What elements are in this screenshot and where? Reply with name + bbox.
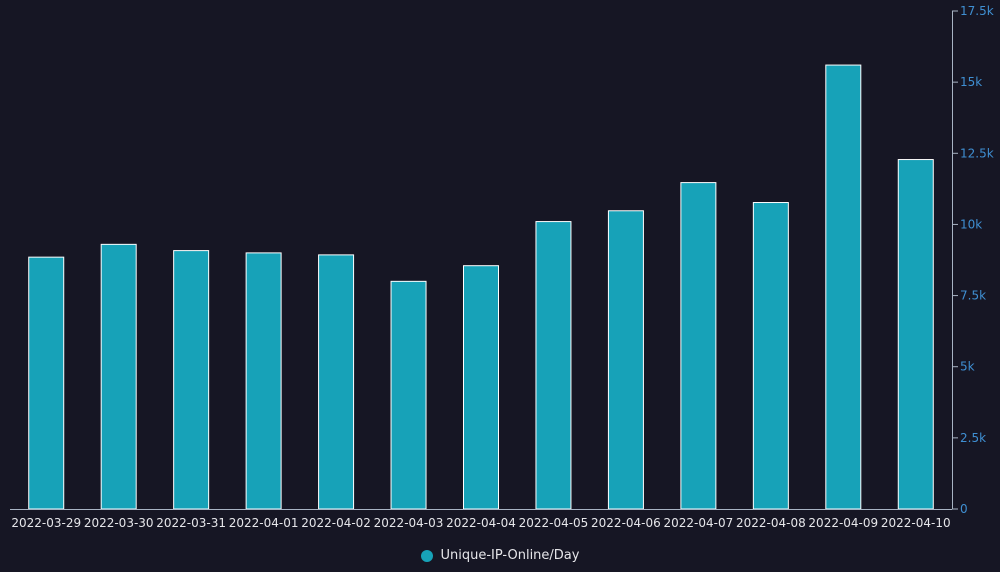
x-tick-label-2022-03-30: 2022-03-30 xyxy=(84,516,154,530)
x-tick-label-2022-04-08: 2022-04-08 xyxy=(736,516,806,530)
y-tick-label-17.5k: 17.5k xyxy=(960,4,994,18)
bar-2022-03-30[interactable] xyxy=(100,243,137,510)
legend-label: Unique-IP-Online/Day xyxy=(440,548,580,563)
x-tick-label-2022-03-29: 2022-03-29 xyxy=(11,516,81,530)
bar-2022-04-01[interactable] xyxy=(245,252,282,510)
legend-marker-icon xyxy=(420,549,433,562)
bar-2022-04-03[interactable] xyxy=(390,280,427,510)
bar-chart: 2022-03-29 2022-03-30 2022-03-31 2022-04-01… xyxy=(10,4,994,530)
bar-2022-04-06[interactable] xyxy=(607,210,644,510)
y-tick-label-2.5k: 2.5k xyxy=(960,431,986,445)
bars-layer xyxy=(28,64,934,510)
x-axis: 2022-03-29 2022-03-30 2022-03-31 2022-04-01… xyxy=(10,509,952,530)
x-tick-label-2022-04-03: 2022-04-03 xyxy=(374,516,444,530)
x-tick-label-2022-04-10: 2022-04-10 xyxy=(881,516,951,530)
x-tick-label-2022-03-31: 2022-03-31 xyxy=(156,516,226,530)
y-tick-label-5k: 5k xyxy=(960,360,975,374)
x-tick-label-2022-04-07: 2022-04-07 xyxy=(664,516,734,530)
x-tick-label-2022-04-09: 2022-04-09 xyxy=(808,516,878,530)
bar-2022-04-09[interactable] xyxy=(825,64,862,510)
legend[interactable]: Unique-IP-Online/Day xyxy=(0,548,1000,563)
x-tick-label-2022-04-02: 2022-04-02 xyxy=(301,516,371,530)
y-tick-label-15k: 15k xyxy=(960,75,982,89)
y-tick-label-12.5k: 12.5k xyxy=(960,146,994,160)
bar-2022-04-07[interactable] xyxy=(680,182,717,510)
y-axis: 0 2.5k 5k 7.5k 10k 12.5k 15k 17.5k xyxy=(952,4,994,516)
x-tick-label-2022-04-06: 2022-04-06 xyxy=(591,516,661,530)
x-tick-label-2022-04-01: 2022-04-01 xyxy=(229,516,299,530)
bar-2022-04-08[interactable] xyxy=(752,202,789,510)
y-tick-label-7.5k: 7.5k xyxy=(960,289,986,303)
bar-2022-03-29[interactable] xyxy=(28,256,65,510)
bar-2022-04-04[interactable] xyxy=(463,265,499,510)
y-tick-label-10k: 10k xyxy=(960,217,982,231)
x-tick-label-2022-04-05: 2022-04-05 xyxy=(519,516,589,530)
bar-2022-04-10[interactable] xyxy=(897,159,934,510)
bar-2022-03-31[interactable] xyxy=(173,250,210,510)
bar-2022-04-02[interactable] xyxy=(318,254,355,510)
x-tick-label-2022-04-04: 2022-04-04 xyxy=(446,516,516,530)
bar-2022-04-05[interactable] xyxy=(535,221,572,510)
y-tick-label-0: 0 xyxy=(960,502,968,516)
